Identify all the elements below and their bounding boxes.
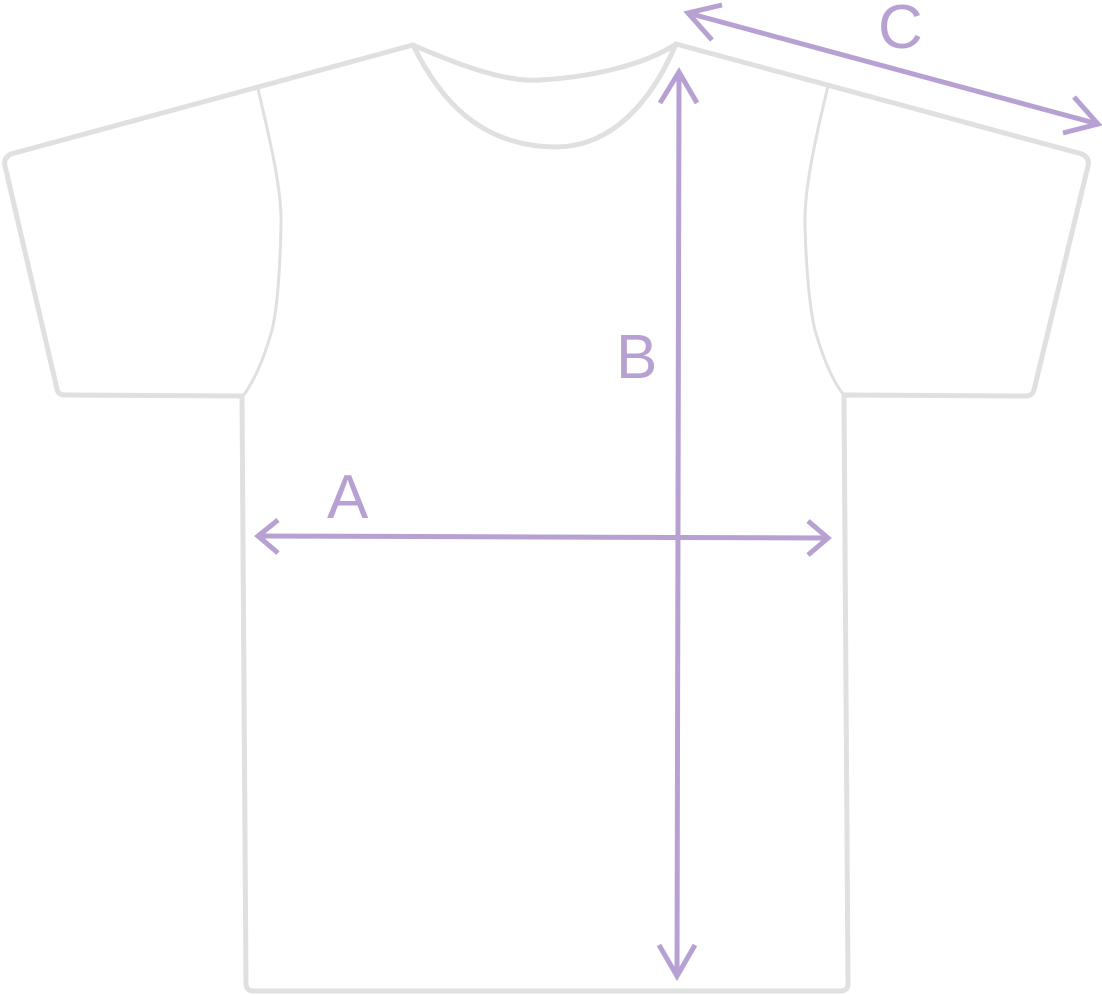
- tshirt-body-outline: [2, 41, 1091, 994]
- tshirt-outline: [2, 41, 1091, 994]
- tshirt-right-sleeve-seam: [803, 84, 845, 396]
- measurement-c: C: [683, 0, 1102, 136]
- measurement-a: A: [254, 463, 832, 557]
- measurement-b: B: [616, 67, 700, 981]
- measurement-a-line: [257, 533, 829, 541]
- measurement-c-arrow-left: [683, 2, 723, 42]
- measurement-c-arrow-right: [1062, 95, 1102, 136]
- measurement-a-arrow-left: [254, 518, 280, 555]
- measurement-b-line: [674, 71, 682, 977]
- measurement-a-arrow-right: [806, 519, 832, 557]
- measurement-a-label: A: [327, 463, 369, 532]
- measurement-c-label: C: [878, 0, 923, 62]
- measurement-b-arrow-top: [657, 67, 700, 105]
- tshirt-neckline: [410, 41, 679, 150]
- tshirt-left-sleeve-seam: [241, 87, 283, 398]
- measurement-b-arrow-bottom: [656, 943, 698, 981]
- measurement-b-label: B: [616, 323, 657, 392]
- measurement-c-line: [687, 10, 1099, 127]
